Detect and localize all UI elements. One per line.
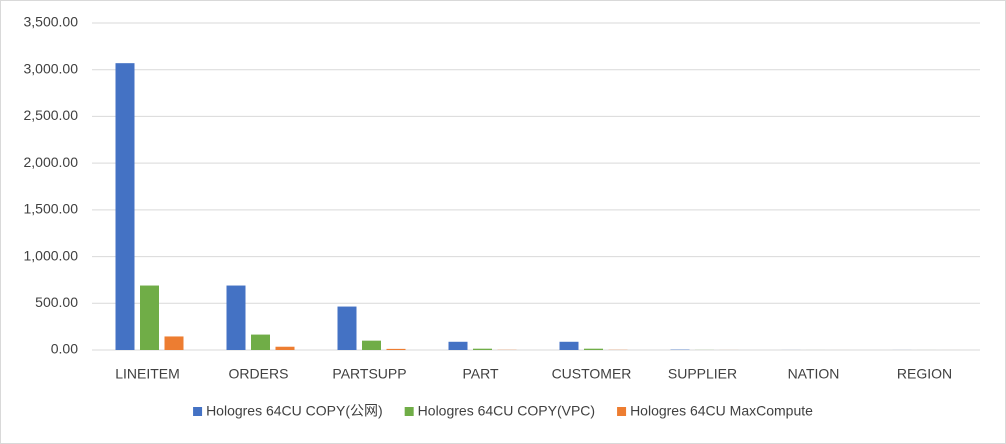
x-tick-label: ORDERS [229, 366, 289, 382]
x-tick-label: REGION [897, 366, 952, 382]
x-tick-label: LINEITEM [115, 366, 180, 382]
y-tick-label: 3,500.00 [24, 14, 79, 30]
y-tick-label: 0.00 [51, 341, 78, 357]
x-tick-label: CUSTOMER [552, 366, 632, 382]
legend-swatch [404, 407, 414, 416]
bar [140, 285, 159, 350]
bar [448, 341, 468, 350]
y-tick-label: 2,500.00 [24, 107, 79, 123]
bar [473, 348, 492, 350]
x-tick-label: SUPPLIER [668, 366, 737, 382]
y-tick-label: 500.00 [35, 294, 78, 310]
bar [362, 340, 381, 350]
bar [226, 285, 246, 350]
bar [337, 306, 357, 350]
y-tick-label: 1,500.00 [24, 201, 79, 217]
legend-label: Hologres 64CU MaxCompute [630, 403, 813, 419]
legend-label: Hologres 64CU COPY(VPC) [418, 403, 595, 419]
y-tick-label: 2,000.00 [24, 154, 79, 170]
bar [559, 341, 579, 350]
x-tick-label: PART [462, 366, 498, 382]
legend-swatch [193, 407, 203, 416]
x-tick-label: NATION [788, 366, 840, 382]
bar [275, 346, 295, 350]
legend-label: Hologres 64CU COPY(公网) [206, 403, 383, 419]
bar [164, 336, 184, 350]
y-tick-label: 3,000.00 [24, 60, 79, 76]
y-tick-label: 1,000.00 [24, 247, 79, 263]
bar [251, 334, 270, 350]
bar [115, 63, 135, 350]
bar [584, 348, 603, 350]
legend-swatch [617, 407, 627, 416]
bar [386, 348, 406, 350]
x-tick-label: PARTSUPP [332, 366, 406, 382]
